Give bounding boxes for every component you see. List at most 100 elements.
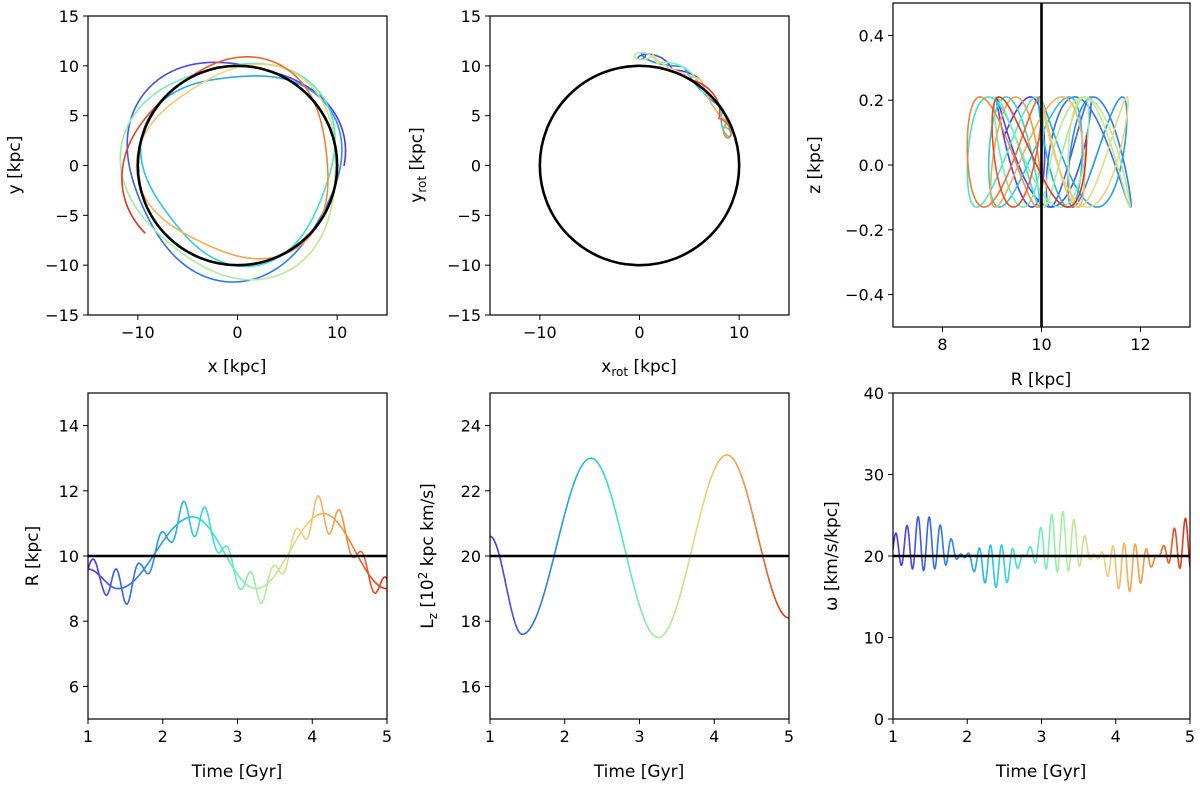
rot-orbit-path <box>652 53 664 60</box>
Lz-line <box>505 583 511 605</box>
Lz-line <box>676 590 683 606</box>
omega-line <box>1161 544 1166 549</box>
orbit-path <box>140 76 163 99</box>
omega-line <box>1008 549 1013 572</box>
xy-rot-data-layer <box>538 51 741 267</box>
radius-line <box>249 570 254 576</box>
omega-line <box>1113 553 1119 585</box>
Lz-line <box>780 610 786 618</box>
Rz-orbit-path <box>1095 103 1121 161</box>
omega-line <box>1124 547 1129 583</box>
omega-line <box>995 567 1000 589</box>
x-tick-label: 10 <box>729 323 749 342</box>
orbit-path <box>141 190 157 213</box>
orbit-path <box>232 254 259 260</box>
xy-rot-xlabel-main: x <box>601 357 611 377</box>
guiding-radius-line <box>113 587 121 590</box>
y-tick-label: −15 <box>45 306 79 325</box>
Lz-line <box>712 462 719 474</box>
xy-rot-frame <box>489 15 790 316</box>
Lz-line <box>728 454 734 460</box>
x-tick-label: 3 <box>232 727 242 746</box>
panel-Rz: 8 10 12 −0.4 −0.2 0.0 0.2 0.4 R [kpc] z [kpc] <box>805 2 1191 390</box>
Lz-line <box>608 489 615 505</box>
rot-orbit-path <box>705 93 713 105</box>
omega-line <box>1029 545 1034 556</box>
radius-line <box>380 576 385 584</box>
y-tick-label: 0.4 <box>859 26 884 45</box>
Lz-line <box>556 524 563 543</box>
x-tick-label: 1 <box>888 727 898 746</box>
Rz-orbit-path <box>1085 191 1114 208</box>
omega-line <box>1140 560 1145 584</box>
guiding-radius-line <box>212 533 220 544</box>
omega-line <box>939 524 944 549</box>
orbit-path <box>323 203 333 232</box>
orbit-path <box>128 118 145 145</box>
radius-line <box>309 513 314 530</box>
omega-line <box>1074 525 1079 559</box>
Lz-line <box>680 575 687 592</box>
guiding-radius-line <box>218 542 225 553</box>
radius-line <box>233 571 238 584</box>
Lz-line <box>668 615 675 627</box>
radius-line <box>155 537 160 551</box>
orbit-path <box>123 106 141 134</box>
guiding-circle <box>538 64 741 267</box>
y-tick-label: 0 <box>471 157 481 176</box>
omega-line <box>897 545 902 566</box>
Rz-orbit-path <box>1046 185 1075 208</box>
Lz-line <box>648 629 655 637</box>
Lz-line <box>517 629 523 636</box>
omega-line <box>1106 568 1111 578</box>
rot-orbit-path <box>693 79 704 86</box>
Rz-orbit-path <box>1091 130 1115 193</box>
orbit-path <box>310 82 329 107</box>
xy-frame <box>87 15 388 316</box>
omega-line <box>992 566 997 589</box>
guiding-radius-line <box>165 529 173 538</box>
omega-line <box>1177 557 1182 570</box>
omega-line <box>1011 547 1016 556</box>
omega-line <box>1158 547 1164 557</box>
x-tick-label: 1 <box>83 727 93 746</box>
omega-line <box>950 538 955 550</box>
panel-omega-time: 1 2 3 4 5 0 10 20 30 40 Time [Gyr] ω [km/s/kpc] <box>822 384 1195 782</box>
omega-line <box>1166 557 1171 564</box>
orbit-path <box>188 61 218 67</box>
Rz-orbit-path <box>970 192 991 208</box>
omega-line <box>1037 526 1042 546</box>
radius-line <box>343 526 348 541</box>
orbit-path <box>201 58 228 71</box>
guiding-radius-line <box>238 576 246 585</box>
Rz-orbit-path <box>1047 109 1069 172</box>
Rz-orbit-path <box>1043 169 1050 208</box>
guiding-radius-line <box>170 523 178 531</box>
orbit-path <box>321 127 327 153</box>
xy-rot-ticks: −10 0 10 −15 −10 −5 0 5 10 15 <box>447 7 749 342</box>
omega-line <box>947 538 952 553</box>
radius-line <box>95 562 100 573</box>
omega-line <box>1061 510 1066 527</box>
Lz-line <box>541 586 547 602</box>
Lz-line <box>660 631 667 638</box>
x-tick-label: 5 <box>1185 727 1195 746</box>
rot-orbit-path <box>729 127 732 136</box>
orbit-path <box>308 202 321 225</box>
x-tick-label: 5 <box>784 727 794 746</box>
y-tick-label: 16 <box>461 677 481 696</box>
omega-line <box>921 559 926 572</box>
Rz-orbit-path <box>1113 96 1129 132</box>
R-time-ylabel: R [kpc] <box>23 526 43 586</box>
Rz-orbit-path <box>1079 96 1103 121</box>
omega-line <box>1063 524 1069 567</box>
Rz-orbit-path <box>1002 117 1027 182</box>
Lz-line <box>560 509 567 527</box>
Lz-line <box>493 539 499 552</box>
orbit-path <box>208 68 233 80</box>
Lz-line <box>640 610 647 623</box>
omega-line <box>1000 544 1005 561</box>
radius-line <box>257 595 262 604</box>
